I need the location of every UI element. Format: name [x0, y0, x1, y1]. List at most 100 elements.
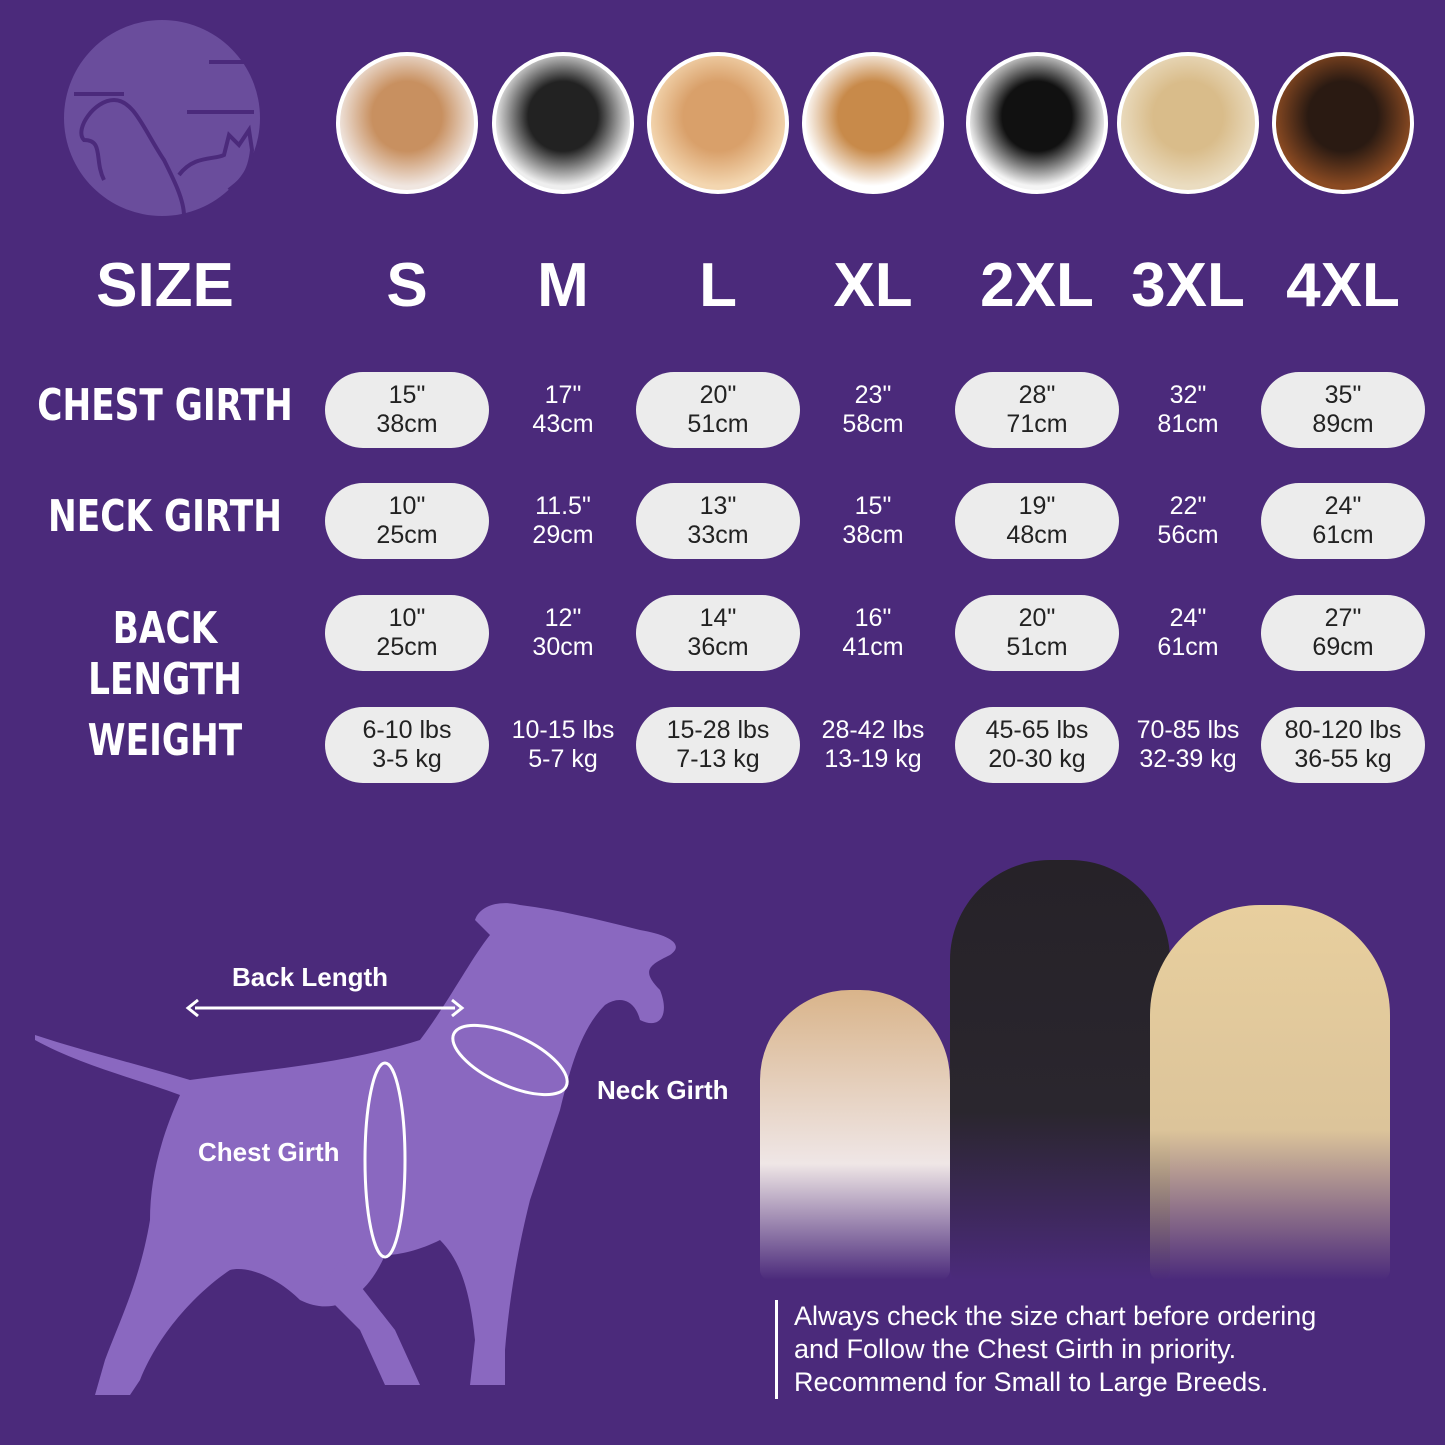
size-cell: 12" 30cm: [481, 595, 645, 671]
size-cell: 45-65 lbs 20-30 kg: [955, 707, 1119, 783]
imperial-value: 17": [544, 381, 582, 409]
size-s: S: [386, 251, 428, 320]
imperial-value: 20": [699, 381, 737, 409]
imperial-value: 15": [854, 492, 892, 520]
metric-value: 41cm: [842, 633, 904, 661]
row-label: CHEST GIRTH: [37, 380, 293, 431]
neck-girth-marker: [451, 1023, 569, 1097]
metric-value: 51cm: [1006, 633, 1068, 661]
row-label: BACK LENGTH: [88, 603, 242, 705]
imperial-value: 24": [1324, 492, 1362, 520]
imperial-value: 23": [854, 381, 892, 409]
size-cell: 6-10 lbs 3-5 kg: [325, 707, 489, 783]
size-cell: 20" 51cm: [955, 595, 1119, 671]
size-cell: 10" 25cm: [325, 595, 489, 671]
imperial-value: 10": [388, 604, 426, 632]
row-label: NECK GIRTH: [48, 491, 282, 542]
metric-value: 29cm: [532, 521, 594, 549]
size-cell: 32" 81cm: [1106, 372, 1270, 448]
metric-value: 69cm: [1312, 633, 1374, 661]
size-3xl: 3XL: [1131, 251, 1245, 320]
size-cell: 13" 33cm: [636, 483, 800, 559]
metric-value: 32-39 kg: [1139, 745, 1237, 773]
metric-value: 3-5 kg: [372, 745, 442, 773]
metric-value: 25cm: [376, 633, 438, 661]
metric-value: 58cm: [842, 410, 904, 438]
size-cell: 23" 58cm: [791, 372, 955, 448]
dog-silhouette-icon: [35, 903, 676, 1395]
imperial-value: 6-10 lbs: [362, 716, 452, 744]
metric-value: 51cm: [687, 410, 749, 438]
imperial-value: 35": [1324, 381, 1362, 409]
breed-photo-2xl: [966, 52, 1108, 194]
breed-photo-m: [492, 52, 634, 194]
metric-value: 81cm: [1157, 410, 1219, 438]
metric-value: 30cm: [532, 633, 594, 661]
size-cell: 17" 43cm: [481, 372, 645, 448]
dog-silhouette-diagram: [35, 903, 676, 1395]
metric-value: 48cm: [1006, 521, 1068, 549]
breed-photo-s: [336, 52, 478, 194]
breed-photo-4xl: [1272, 52, 1414, 194]
breed-photo-3xl: [1117, 52, 1259, 194]
size-l: L: [699, 251, 737, 320]
imperial-value: 24": [1169, 604, 1207, 632]
metric-value: 56cm: [1157, 521, 1219, 549]
imperial-value: 14": [699, 604, 737, 632]
imperial-value: 20": [1018, 604, 1056, 632]
metric-value: 71cm: [1006, 410, 1068, 438]
size-advice-note: Always check the size chart before order…: [775, 1300, 1316, 1399]
note-line: Always check the size chart before order…: [794, 1301, 1317, 1331]
size-cell: 24" 61cm: [1106, 595, 1270, 671]
imperial-value: 10": [388, 492, 426, 520]
metric-value: 36cm: [687, 633, 749, 661]
size-cell: 15" 38cm: [791, 483, 955, 559]
size-2xl: 2XL: [980, 251, 1094, 320]
imperial-value: 45-65 lbs: [985, 716, 1089, 744]
back-length-label: Back Length: [232, 962, 389, 992]
metric-value: 61cm: [1157, 633, 1219, 661]
size-cell: 20" 51cm: [636, 372, 800, 448]
size-cell: 28" 71cm: [955, 372, 1119, 448]
size-cell: 24" 61cm: [1261, 483, 1425, 559]
imperial-value: 12": [544, 604, 582, 632]
metric-value: 33cm: [687, 521, 749, 549]
metric-value: 13-19 kg: [824, 745, 922, 773]
metric-value: 89cm: [1312, 410, 1374, 438]
metric-value: 25cm: [376, 521, 438, 549]
size-cell: 15-28 lbs 7-13 kg: [636, 707, 800, 783]
metric-value: 36-55 kg: [1294, 745, 1392, 773]
size-cell: 16" 41cm: [791, 595, 955, 671]
imperial-value: 15-28 lbs: [666, 716, 770, 744]
imperial-value: 28-42 lbs: [821, 716, 925, 744]
metric-value: 7-13 kg: [676, 745, 760, 773]
imperial-value: 70-85 lbs: [1136, 716, 1240, 744]
imperial-value: 32": [1169, 381, 1207, 409]
size-cell: 80-120 lbs 36-55 kg: [1261, 707, 1425, 783]
chest-girth-label: Chest Girth: [198, 1137, 340, 1167]
imperial-value: 19": [1018, 492, 1056, 520]
breed-photo-xl: [802, 52, 944, 194]
metric-value: 38cm: [842, 521, 904, 549]
three-dogs-photo: [740, 850, 1400, 1280]
metric-value: 43cm: [532, 410, 594, 438]
pet-logo-icon: [64, 20, 274, 217]
size-cell: 35" 89cm: [1261, 372, 1425, 448]
chest-girth-marker: [363, 1061, 407, 1259]
imperial-value: 15": [388, 381, 426, 409]
row-label: WEIGHT: [87, 715, 243, 766]
note-line: and Follow the Chest Girth in priority.: [794, 1334, 1237, 1364]
size-cell: 10-15 lbs 5-7 kg: [481, 707, 645, 783]
imperial-value: 13": [699, 492, 737, 520]
metric-value: 5-7 kg: [528, 745, 598, 773]
imperial-value: 27": [1324, 604, 1362, 632]
metric-value: 61cm: [1312, 521, 1374, 549]
size-header: SIZE: [96, 251, 234, 320]
note-line: Recommend for Small to Large Breeds.: [794, 1367, 1269, 1397]
neck-girth-label: Neck Girth: [597, 1075, 729, 1105]
size-m: M: [537, 251, 589, 320]
size-4xl: 4XL: [1286, 251, 1400, 320]
imperial-value: 11.5": [535, 492, 591, 520]
imperial-value: 16": [854, 604, 892, 632]
imperial-value: 10-15 lbs: [511, 716, 615, 744]
